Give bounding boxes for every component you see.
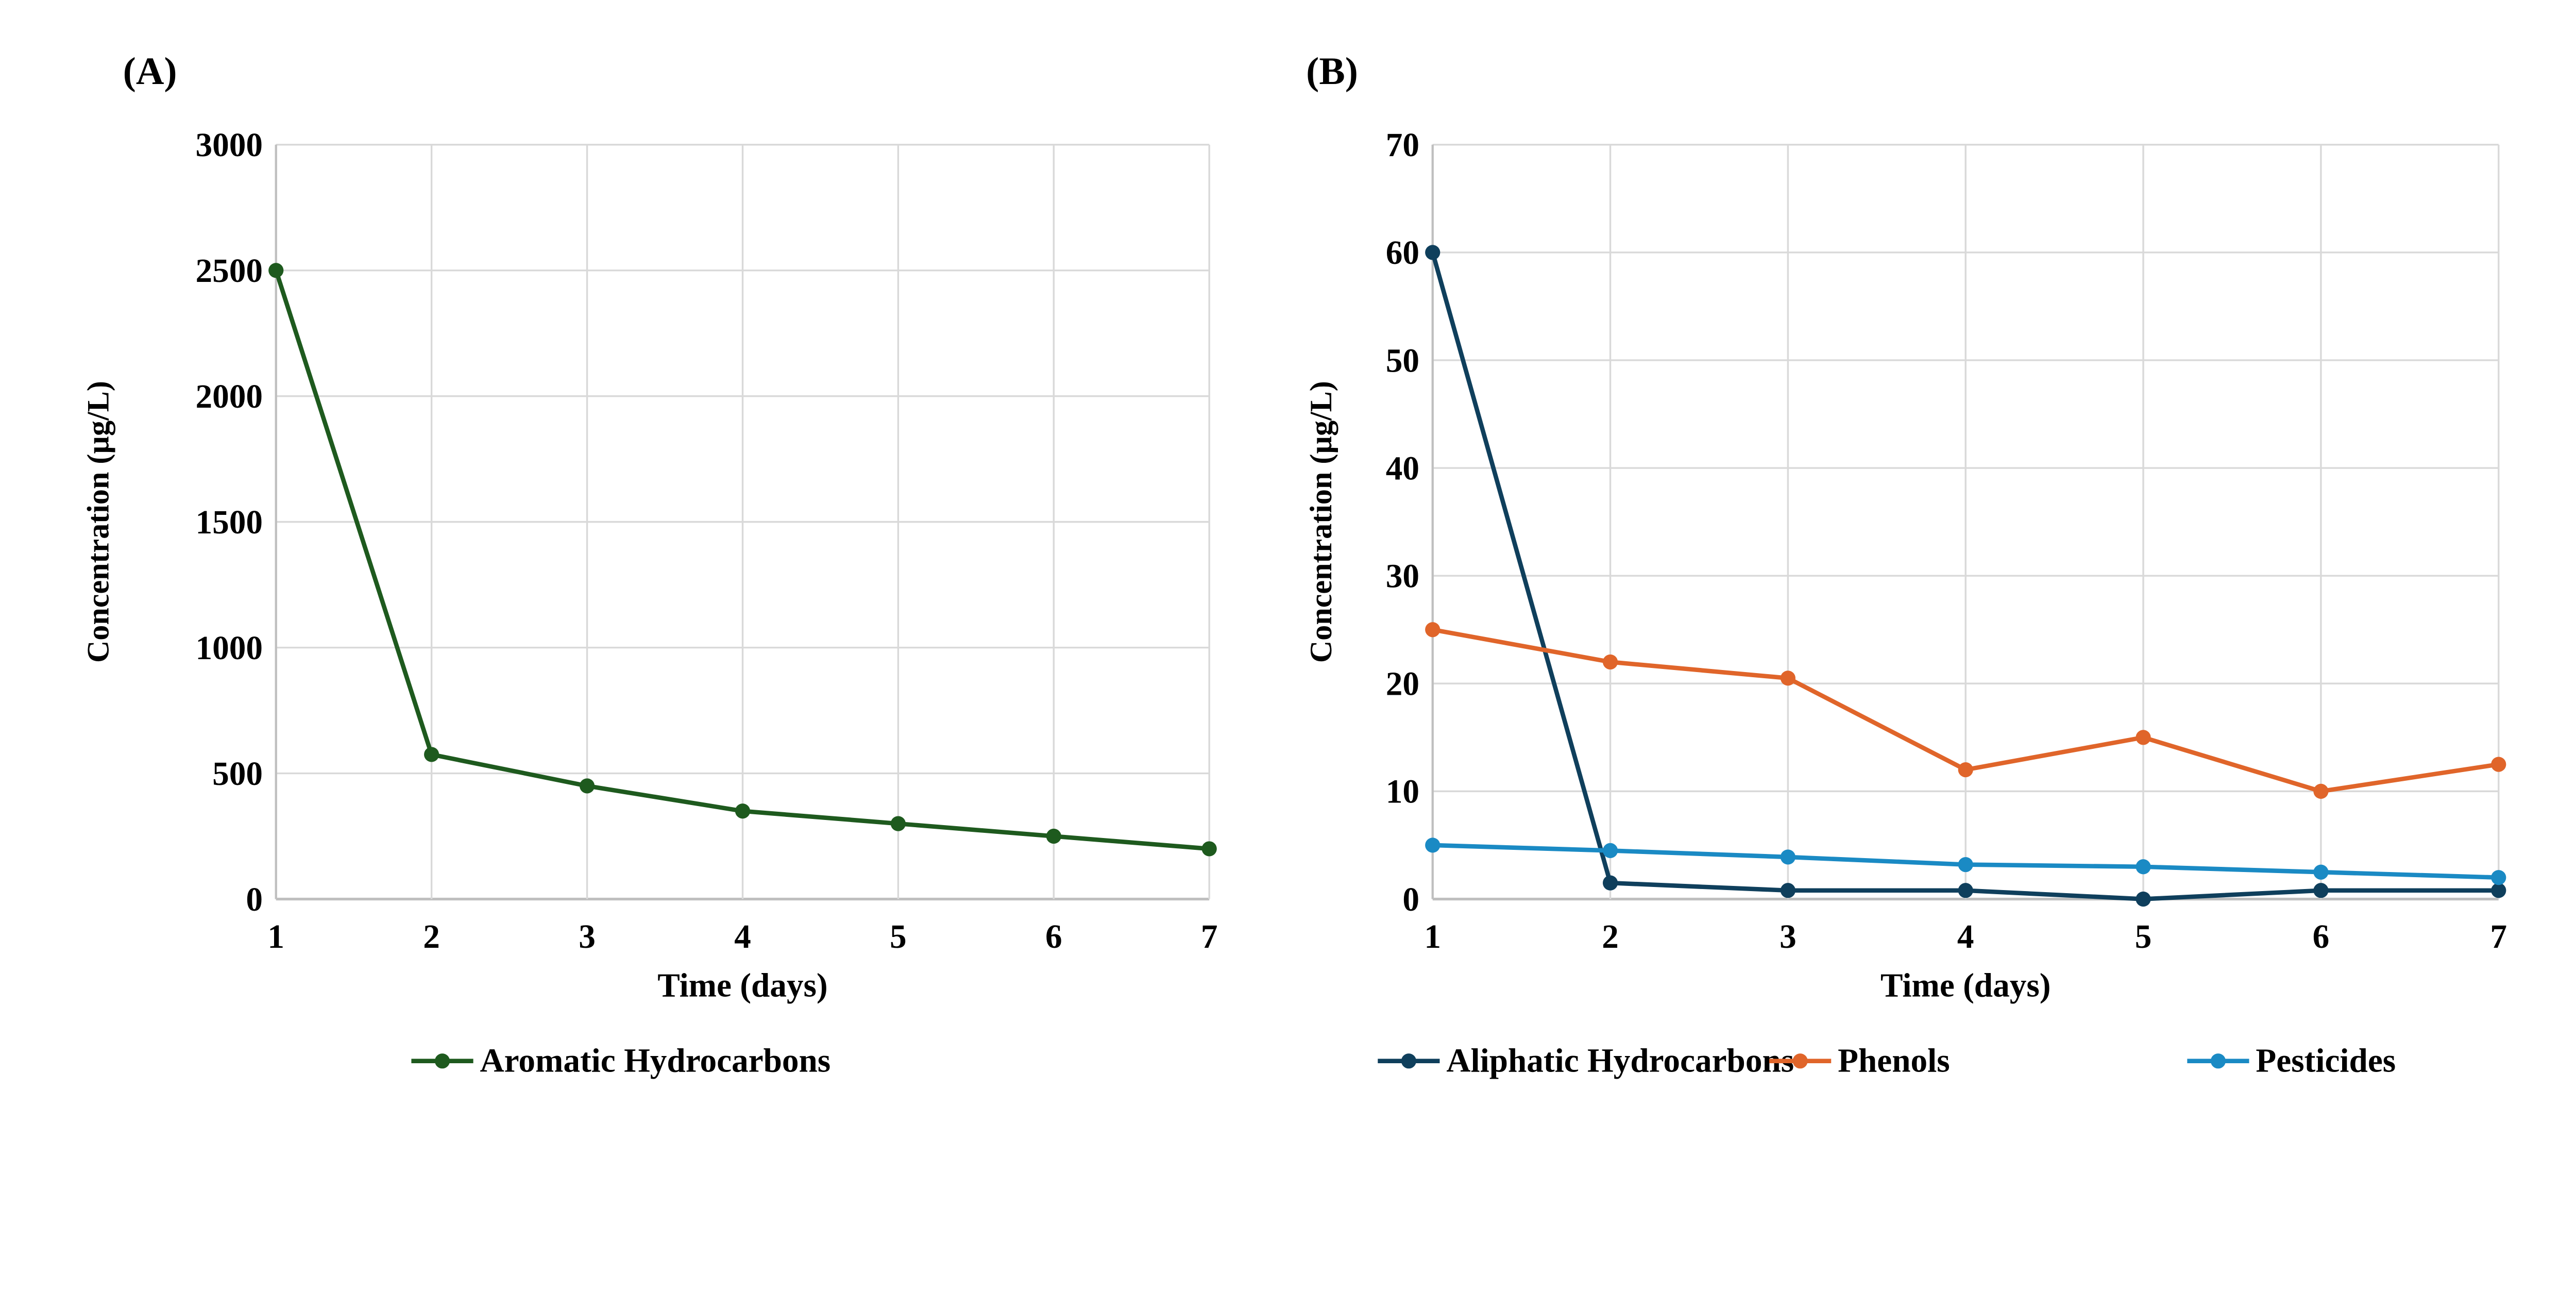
y-tick-label: 70 <box>1386 127 1419 164</box>
x-tick-label: 3 <box>1780 918 1797 956</box>
data-point <box>890 816 906 831</box>
y-tick-label: 0 <box>246 881 263 918</box>
data-point <box>2491 883 2506 898</box>
x-tick-label: 4 <box>1957 918 1974 956</box>
data-point <box>2491 757 2506 772</box>
legend-label: Pesticides <box>2256 1042 2396 1079</box>
x-tick-label: 1 <box>1424 918 1441 956</box>
x-tick-label: 5 <box>2135 918 2152 956</box>
y-tick-label: 20 <box>1386 666 1419 703</box>
x-tick-label: 6 <box>2313 918 2330 956</box>
y-tick-label: 2000 <box>195 378 262 415</box>
data-point <box>424 747 439 762</box>
x-tick-label: 4 <box>734 918 751 956</box>
data-point <box>1958 883 1973 898</box>
data-point <box>1201 841 1217 857</box>
y-axis-label: Concentration (µg/L) <box>80 381 115 663</box>
x-axis-label: Time (days) <box>657 967 827 1004</box>
legend-label: Aromatic Hydrocarbons <box>480 1042 831 1079</box>
legend-marker-icon <box>1401 1053 1416 1069</box>
y-tick-label: 1000 <box>195 630 262 667</box>
legend-marker-icon <box>2210 1053 2226 1069</box>
y-tick-label: 2500 <box>195 253 262 290</box>
x-tick-label: 6 <box>1045 918 1062 956</box>
x-tick-label: 2 <box>1602 918 1619 956</box>
legend-entry: Pesticides <box>2187 1042 2396 1079</box>
legend-marker-icon <box>434 1053 450 1069</box>
data-point <box>579 778 595 794</box>
x-tick-label: 2 <box>423 918 440 956</box>
panel-label: (A) <box>123 50 177 93</box>
data-point <box>1425 837 1440 853</box>
data-point <box>1780 849 1795 865</box>
x-tick-label: 3 <box>579 918 596 956</box>
data-point <box>2313 883 2329 898</box>
legend-entry: Aromatic Hydrocarbons <box>411 1042 831 1079</box>
y-tick-label: 50 <box>1386 342 1419 379</box>
chart-panel-a: (A) 0 500 1000 1500 2000 2500 3000 1 2 3 4 5 6 7 Time (… <box>80 50 1217 1079</box>
data-point <box>1425 622 1440 638</box>
x-axis-label: Time (days) <box>1880 967 2050 1004</box>
y-tick-label: 60 <box>1386 234 1419 272</box>
x-tick-label: 7 <box>2490 918 2507 956</box>
data-point <box>1425 245 1440 260</box>
data-point <box>1780 671 1795 686</box>
data-point <box>268 263 284 278</box>
legend-entry: Aliphatic Hydrocarbons <box>1378 1042 1794 1079</box>
data-point <box>1958 857 1973 873</box>
data-point <box>1046 828 1061 844</box>
data-point <box>1958 762 1973 778</box>
legend-marker-icon <box>1792 1053 1808 1069</box>
data-point <box>2136 859 2151 875</box>
y-tick-label: 10 <box>1386 774 1419 811</box>
legend-label: Aliphatic Hydrocarbons <box>1446 1042 1794 1079</box>
data-point <box>2491 870 2506 885</box>
y-tick-label: 1500 <box>195 504 262 541</box>
data-point <box>2313 783 2329 799</box>
data-point <box>2313 864 2329 880</box>
x-tick-label: 7 <box>1201 918 1218 956</box>
data-point <box>1780 883 1795 898</box>
data-point <box>1602 843 1618 858</box>
data-point <box>2136 730 2151 745</box>
panel-label: (B) <box>1306 50 1358 93</box>
data-point <box>735 803 751 819</box>
y-axis-label: Concentration (µg/L) <box>1303 381 1338 663</box>
y-tick-label: 40 <box>1386 450 1419 487</box>
y-tick-label: 3000 <box>195 127 262 164</box>
data-point <box>1602 654 1618 670</box>
y-tick-label: 500 <box>212 756 263 793</box>
legend-label: Phenols <box>1838 1042 1950 1079</box>
x-tick-label: 1 <box>267 918 284 956</box>
x-tick-label: 5 <box>890 918 907 956</box>
data-point <box>2136 891 2151 907</box>
y-tick-label: 0 <box>1402 881 1419 918</box>
data-point <box>1602 875 1618 891</box>
y-tick-label: 30 <box>1386 558 1419 595</box>
legend-entry: Phenols <box>1769 1042 1950 1079</box>
chart-panel-b: (B) 0 10 20 30 40 50 60 70 1 2 3 4 5 6 7 Time (days) Conc… <box>1303 50 2507 1079</box>
